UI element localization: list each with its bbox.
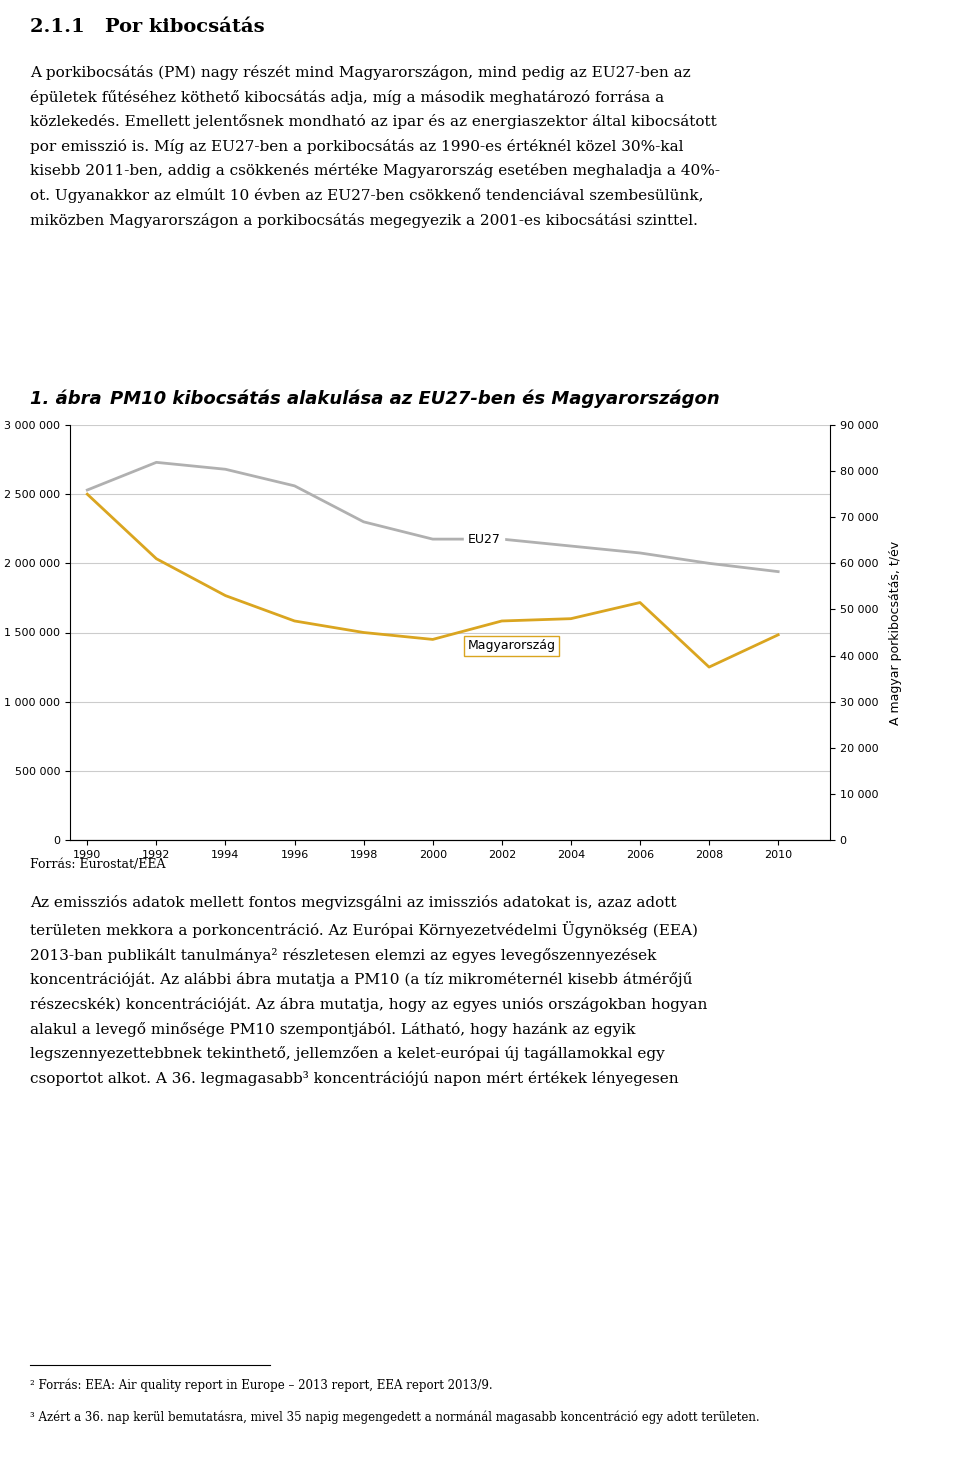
Text: Az emissziós adatok mellett fontos megvizsgálni az imissziós adatokat is, azaz a: Az emissziós adatok mellett fontos megvi… <box>30 894 708 1085</box>
Text: A porkibocsátás (PM) nagy részét mind Magyarországon, mind pedig az EU27-ben az
: A porkibocsátás (PM) nagy részét mind Ma… <box>30 66 720 228</box>
Text: Forrás: Eurostat/EEA: Forrás: Eurostat/EEA <box>30 858 165 871</box>
Text: 2.1.1   Por kibocsátás: 2.1.1 Por kibocsátás <box>30 18 265 36</box>
Text: EU27: EU27 <box>468 533 500 546</box>
Text: ³ Azért a 36. nap kerül bemutatásra, mivel 35 napig megengedett a normánál magas: ³ Azért a 36. nap kerül bemutatásra, miv… <box>30 1409 759 1424</box>
Y-axis label: A magyar porkibocsátás, t/év: A magyar porkibocsátás, t/év <box>890 540 902 725</box>
Text: Magyarország: Magyarország <box>468 639 555 652</box>
Text: 1. ábra: 1. ábra <box>30 390 102 409</box>
Text: ² Forrás: EEA: Air quality report in Europe – 2013 report, EEA report 2013/9.: ² Forrás: EEA: Air quality report in Eur… <box>30 1377 492 1392</box>
Text: PM10 kibocsátás alakulása az EU27-ben és Magyarországon: PM10 kibocsátás alakulása az EU27-ben és… <box>110 390 720 409</box>
